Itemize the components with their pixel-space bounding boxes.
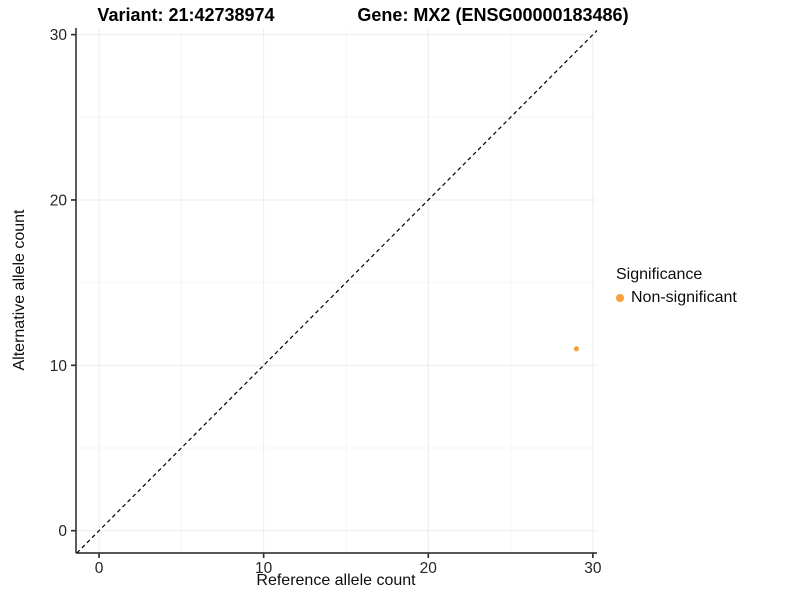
x-tick-label: 30 — [584, 560, 602, 577]
gene-title: Gene: MX2 (ENSG00000183486) — [357, 5, 629, 25]
x-tick-label: 20 — [420, 560, 438, 577]
non-significant-point-icon — [616, 294, 624, 302]
x-tick-label: 0 — [95, 560, 104, 577]
legend-item-non-significant: Non-significant — [616, 289, 737, 307]
x-axis-title: Reference allele count — [256, 572, 416, 589]
y-tick-label: 20 — [50, 192, 68, 209]
legend-title: Significance — [616, 266, 703, 283]
y-tick-label: 0 — [58, 523, 67, 540]
identity-dashed-line — [76, 30, 598, 554]
legend-item-label: Non-significant — [631, 289, 737, 306]
legend: Significance Non-significant — [616, 266, 737, 307]
x-tick-label: 10 — [255, 560, 273, 577]
y-axis-title: Alternative allele count — [11, 209, 28, 371]
variant-title: Variant: 21:42738974 — [97, 5, 275, 25]
data-point — [573, 346, 580, 352]
y-tick-label: 10 — [50, 358, 68, 375]
y-tick-label: 30 — [50, 27, 68, 44]
